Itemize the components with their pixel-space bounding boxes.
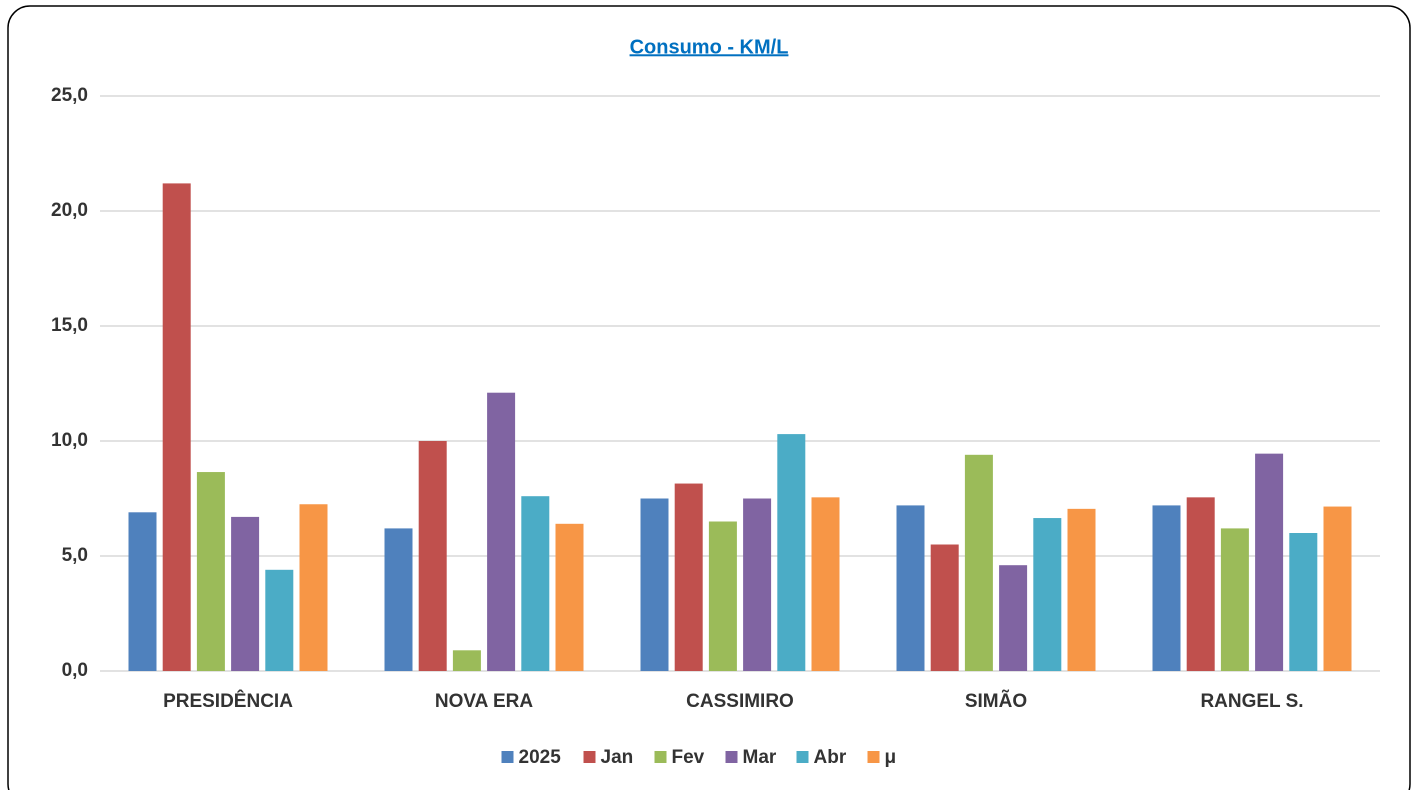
bar xyxy=(999,565,1028,671)
bar xyxy=(930,544,959,671)
bar xyxy=(1323,506,1352,671)
bar xyxy=(452,650,481,671)
y-tick-label: 0,0 xyxy=(62,660,88,681)
bar xyxy=(299,504,328,671)
legend-label: Abr xyxy=(814,747,847,768)
bar xyxy=(128,512,157,671)
chart-frame xyxy=(7,5,1411,795)
bar xyxy=(1067,508,1096,671)
legend-swatch xyxy=(867,751,880,763)
x-tick-label: RANGEL S. xyxy=(1200,691,1303,712)
bar xyxy=(1186,497,1215,671)
bar xyxy=(487,392,516,671)
legend-label: μ xyxy=(885,747,897,768)
bar xyxy=(1289,533,1318,671)
legend-swatch xyxy=(583,751,596,763)
y-tick-label: 15,0 xyxy=(51,315,88,336)
bar xyxy=(708,521,737,671)
x-tick-label: SIMÃO xyxy=(965,690,1027,712)
y-tick-label: 20,0 xyxy=(51,200,88,221)
bar xyxy=(265,569,294,671)
legend-label: 2025 xyxy=(519,747,562,768)
bar xyxy=(1033,518,1062,671)
bar xyxy=(196,472,225,671)
legend-swatch xyxy=(501,751,514,763)
bar xyxy=(777,434,806,671)
y-tick-label: 5,0 xyxy=(62,545,88,566)
bar xyxy=(162,183,191,671)
legend-label: Mar xyxy=(743,747,777,768)
legend-swatch xyxy=(654,751,667,763)
bar xyxy=(674,483,703,671)
bar xyxy=(1220,528,1249,671)
bar xyxy=(521,496,550,671)
legend-label: Jan xyxy=(601,747,634,768)
bar xyxy=(231,516,260,671)
chart-title: Consumo - KM/L xyxy=(630,36,789,58)
bar xyxy=(555,523,584,671)
bar xyxy=(964,454,993,671)
y-tick-label: 25,0 xyxy=(51,85,88,106)
x-tick-label: CASSIMIRO xyxy=(686,691,794,712)
legend-swatch xyxy=(796,751,809,763)
legend-swatch xyxy=(725,751,738,763)
bar xyxy=(640,498,669,671)
x-tick-label: PRESIDÊNCIA xyxy=(163,690,293,712)
bar xyxy=(1255,453,1284,671)
bar xyxy=(743,498,772,671)
bar xyxy=(418,441,447,671)
bar xyxy=(384,528,413,671)
y-tick-label: 10,0 xyxy=(51,430,88,451)
bar xyxy=(1152,505,1181,671)
x-tick-label: NOVA ERA xyxy=(435,691,533,712)
bar xyxy=(811,497,840,671)
legend-label: Fev xyxy=(672,747,705,768)
bar xyxy=(896,505,925,671)
